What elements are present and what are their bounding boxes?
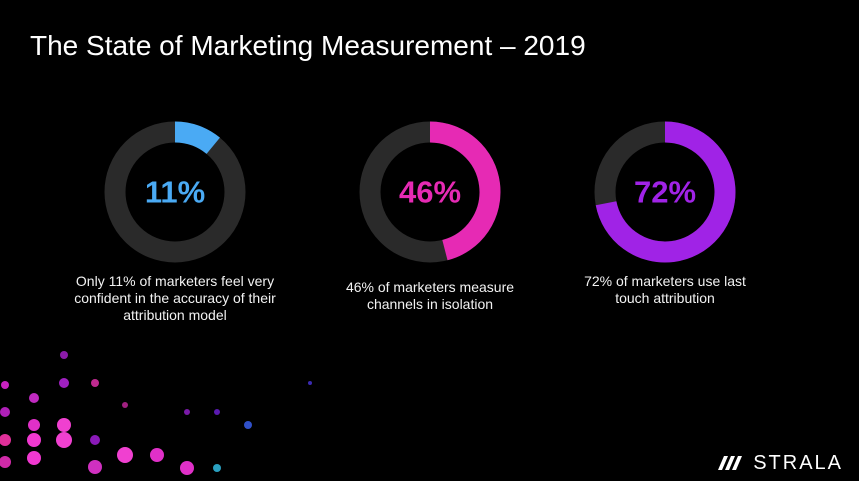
donut-segment xyxy=(595,121,736,263)
donut-value-label: 46% xyxy=(399,175,461,210)
slide-title: The State of Marketing Measurement – 201… xyxy=(30,30,586,61)
donut-value-label: 11% xyxy=(145,175,205,210)
donut-caption: 72% of marketers use last touch attribut… xyxy=(584,273,746,306)
logo-mark xyxy=(718,456,742,470)
logo-text: STRALA xyxy=(753,452,843,474)
donut-caption: Only 11% of marketers feel very confiden… xyxy=(74,273,276,323)
decorative-dots xyxy=(0,351,312,475)
donut-caption: 46% of marketers measure channels in iso… xyxy=(345,279,515,312)
donut-segment xyxy=(174,121,220,155)
donut-segment xyxy=(429,121,501,261)
donut-value-label: 72% xyxy=(634,175,696,210)
